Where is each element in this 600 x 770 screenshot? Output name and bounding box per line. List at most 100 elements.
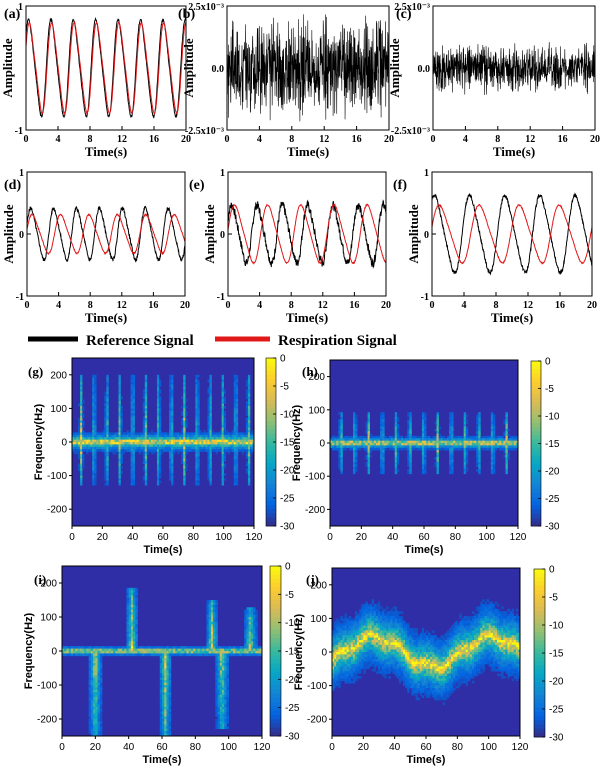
heatmap-cell bbox=[462, 448, 464, 451]
heatmap-cell bbox=[441, 443, 443, 446]
heatmap-cell bbox=[238, 432, 240, 435]
y-tick-label-d: -1 bbox=[16, 292, 24, 303]
heatmap-cell bbox=[191, 442, 193, 445]
heatmap-cell bbox=[183, 473, 185, 476]
heatmap-cell bbox=[143, 396, 145, 399]
heatmap-cell bbox=[468, 448, 470, 451]
heatmap-cell bbox=[133, 387, 135, 390]
heatmap-cell bbox=[80, 456, 82, 459]
heatmap-cell bbox=[382, 422, 384, 425]
heatmap-cell bbox=[342, 628, 344, 631]
heatmap-cell bbox=[340, 640, 342, 643]
heatmap-cell bbox=[234, 473, 236, 476]
x-tick-label-f-16: 16 bbox=[555, 300, 565, 311]
heatmap-cell bbox=[149, 440, 151, 443]
heatmap-cell bbox=[236, 444, 238, 447]
heatmap-cell bbox=[382, 452, 384, 455]
heatmap-cell bbox=[104, 447, 106, 450]
heatmap-cell bbox=[222, 468, 224, 471]
heatmap-cell bbox=[207, 459, 209, 462]
heatmap-cell bbox=[143, 432, 145, 435]
heatmap-cell bbox=[336, 676, 338, 679]
heatmap-cell bbox=[116, 435, 118, 438]
heatmap-cell bbox=[95, 702, 98, 705]
heatmap-cell bbox=[92, 411, 94, 414]
heatmap-cell bbox=[220, 670, 223, 673]
heatmap-cell bbox=[437, 452, 439, 455]
heatmap-cell bbox=[197, 461, 199, 464]
heatmap-cell bbox=[359, 654, 361, 657]
heatmap-cell bbox=[476, 443, 478, 446]
heatmap-cell bbox=[161, 449, 163, 452]
y-axis-label-h: Frequency(Hz) bbox=[291, 404, 303, 481]
heatmap-cell bbox=[187, 440, 189, 443]
heatmap-cell bbox=[195, 452, 197, 455]
heatmap-cell bbox=[91, 646, 94, 649]
heatmap-cell bbox=[347, 657, 349, 660]
colorbar-band bbox=[270, 617, 281, 622]
heatmap-cell bbox=[334, 633, 336, 636]
heatmap-cell bbox=[353, 434, 355, 437]
heatmap-cell bbox=[218, 673, 221, 676]
heatmap-cell bbox=[215, 605, 218, 608]
heatmap-cell bbox=[345, 645, 347, 648]
heatmap-cell bbox=[345, 614, 347, 617]
heatmap-cell bbox=[131, 595, 134, 598]
colorbar-band bbox=[531, 481, 541, 486]
heatmap-cell bbox=[93, 709, 96, 712]
heatmap-cell bbox=[395, 460, 397, 463]
heatmap-cell bbox=[388, 443, 390, 446]
heatmap-cell bbox=[340, 664, 342, 667]
heatmap-cell bbox=[478, 464, 480, 467]
heatmap-cell bbox=[355, 611, 357, 614]
heatmap-cell bbox=[125, 435, 127, 438]
heatmap-cell bbox=[349, 438, 351, 441]
heatmap-cell bbox=[409, 424, 411, 427]
heatmap-cell bbox=[145, 404, 147, 407]
heatmap-cell bbox=[370, 606, 372, 609]
heatmap-cell bbox=[244, 435, 246, 438]
heatmap-cell bbox=[334, 441, 336, 444]
heatmap-cell bbox=[366, 450, 368, 453]
colorbar-band bbox=[266, 404, 276, 409]
heatmap-cell bbox=[169, 396, 171, 399]
heatmap-cell bbox=[183, 449, 185, 452]
heatmap-cell bbox=[378, 441, 380, 444]
heatmap-cell bbox=[131, 452, 133, 455]
heatmap-cell bbox=[353, 669, 355, 672]
heatmap-cell bbox=[342, 645, 344, 648]
heatmap-cell bbox=[336, 669, 338, 672]
heatmap-cell bbox=[106, 483, 108, 486]
heatmap-cell bbox=[426, 441, 428, 444]
heatmap-cell bbox=[215, 649, 218, 652]
heatmap-cell bbox=[149, 435, 151, 438]
heatmap-cell bbox=[126, 590, 129, 593]
heatmap-cell bbox=[236, 454, 238, 457]
heatmap-cell bbox=[226, 687, 229, 690]
heatmap-cell bbox=[424, 471, 426, 474]
heatmap-cell bbox=[207, 442, 209, 445]
heatmap-cell bbox=[380, 426, 382, 429]
heatmap-cell bbox=[238, 449, 240, 452]
heatmap-cell bbox=[195, 423, 197, 426]
heatmap-cell bbox=[222, 724, 225, 727]
heatmap-cell bbox=[434, 438, 436, 441]
heatmap-cell bbox=[380, 415, 382, 418]
heatmap-cell bbox=[357, 618, 359, 621]
heatmap-cell bbox=[162, 687, 165, 690]
heatmap-cell bbox=[248, 480, 250, 483]
heatmap-cell bbox=[345, 666, 347, 669]
heatmap-cell bbox=[236, 399, 238, 402]
heatmap-cell bbox=[222, 425, 224, 428]
heatmap-cell bbox=[197, 456, 199, 459]
heatmap-cell bbox=[197, 396, 199, 399]
heatmap-cell bbox=[478, 412, 480, 415]
heatmap-cell bbox=[133, 649, 136, 652]
heatmap-cell bbox=[222, 430, 224, 433]
heatmap-cell bbox=[88, 447, 90, 450]
heatmap-cell bbox=[222, 408, 224, 411]
heatmap-cell bbox=[177, 435, 179, 438]
heatmap-cell bbox=[336, 626, 338, 629]
heatmap-cell bbox=[368, 645, 370, 648]
y-tick-label-a: -1 bbox=[15, 126, 23, 137]
